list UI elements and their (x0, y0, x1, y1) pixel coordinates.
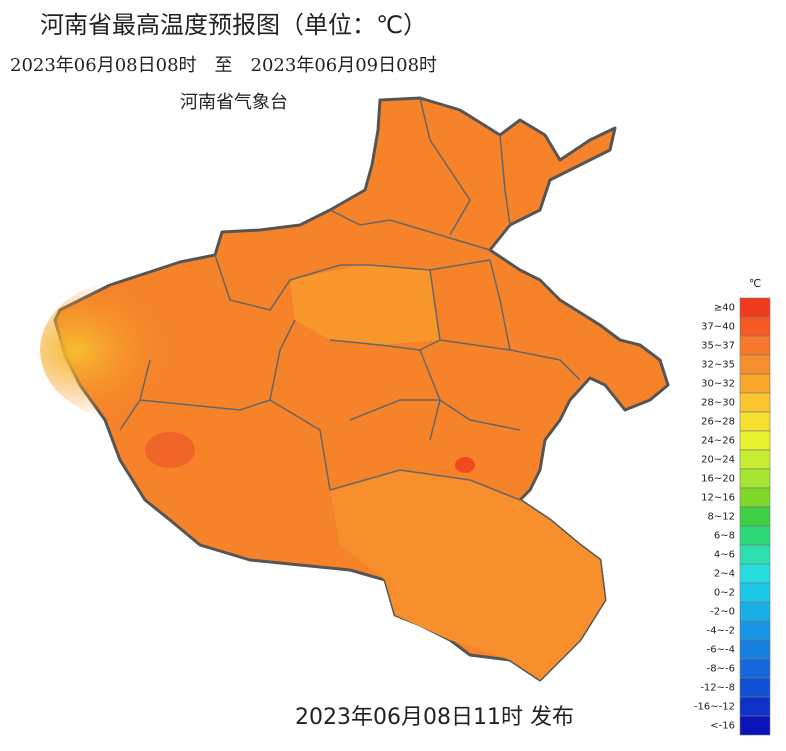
title: 河南省最高温度预报图（单位：℃） (40, 11, 427, 39)
legend-label: -12~-8 (700, 683, 735, 694)
legend-swatch (739, 430, 771, 451)
west-warm-zone (40, 280, 220, 420)
legend-label: -8~-6 (707, 664, 735, 675)
legend-label: 35~37 (701, 341, 735, 352)
legend-swatch (739, 544, 771, 565)
hot-spot (145, 432, 195, 468)
legend-label: 37~40 (701, 322, 735, 333)
legend-swatch (739, 297, 771, 318)
legend-label: 2~4 (714, 569, 735, 580)
legend: ≥40 37~40 35~37 32~35 30~32 28~30 26~28 24~26 20… (694, 297, 771, 736)
legend-swatch (739, 449, 771, 470)
legend-label: 6~8 (714, 531, 735, 542)
legend-swatch (739, 506, 771, 527)
south-zone (330, 470, 605, 680)
legend-swatch (739, 373, 771, 394)
legend-swatch (739, 392, 771, 413)
legend-label: -6~-4 (707, 645, 735, 656)
legend-swatch (739, 658, 771, 679)
legend-label: -2~0 (710, 607, 735, 618)
legend-label: 30~32 (701, 379, 735, 390)
legend-swatch (739, 639, 771, 660)
legend-label: 4~6 (714, 550, 735, 561)
boundaries (119, 97, 581, 501)
legend-unit: ℃ (749, 277, 761, 290)
central-zone (290, 265, 440, 345)
legend-label: 8~12 (708, 512, 735, 523)
legend-swatch (739, 468, 771, 489)
legend-label: 32~35 (701, 360, 735, 371)
legend-label: <-16 (710, 721, 735, 732)
legend-label: 20~24 (701, 455, 735, 466)
legend-label: ≥40 (714, 303, 735, 314)
legend-label: 12~16 (701, 493, 735, 504)
period: 2023年06月08日08时 至 2023年06月09日08时 (10, 55, 437, 76)
legend-label: 28~30 (701, 398, 735, 409)
legend-swatch (739, 582, 771, 603)
legend-label: -16~-12 (694, 702, 735, 713)
legend-swatch (739, 335, 771, 356)
legend-label: 16~20 (701, 474, 735, 485)
legend-swatch (739, 525, 771, 546)
legend-swatch (739, 715, 771, 736)
legend-label: 0~2 (714, 588, 735, 599)
legend-swatch (739, 563, 771, 584)
legend-swatch (739, 354, 771, 375)
legend-label: 24~26 (701, 436, 735, 447)
published: 2023年06月08日11时 发布 (295, 705, 574, 730)
legend-swatch (739, 411, 771, 432)
legend-swatch (739, 487, 771, 508)
legend-swatch (739, 316, 771, 337)
hot-spot (455, 457, 475, 473)
province-map (40, 96, 670, 682)
legend-swatch (739, 601, 771, 622)
legend-swatch (739, 677, 771, 698)
legend-swatch (739, 696, 771, 717)
legend-swatch (739, 620, 771, 641)
legend-label: 26~28 (701, 417, 735, 428)
legend-label: -4~-2 (707, 626, 735, 637)
issuer: 河南省气象台 (180, 92, 288, 113)
